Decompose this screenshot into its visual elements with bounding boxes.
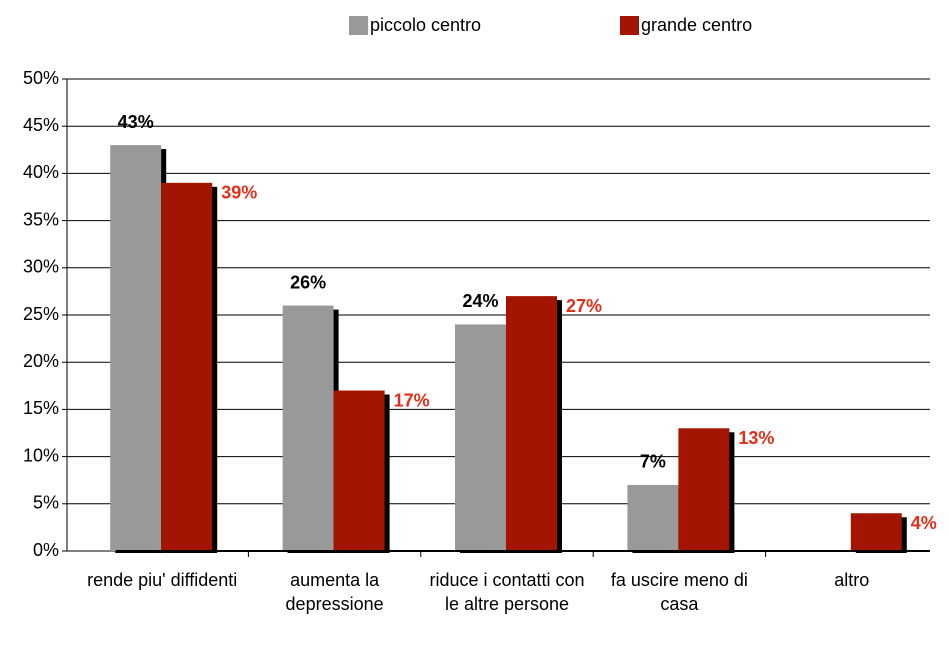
bar: [161, 182, 213, 551]
y-tick-label: 10%: [23, 445, 59, 465]
y-tick-label: 25%: [23, 304, 59, 324]
bar: [333, 390, 385, 551]
data-label: 17%: [394, 390, 430, 410]
y-tick-label: 5%: [33, 493, 59, 513]
data-label: 24%: [462, 291, 498, 311]
bar: [506, 296, 557, 551]
y-tick-label: 15%: [23, 398, 59, 418]
y-tick-label: 35%: [23, 209, 59, 229]
x-tick-label: rende piu' diffidenti: [87, 570, 238, 590]
x-tick-label: altro: [834, 570, 870, 590]
bar: [627, 484, 679, 551]
bar: [678, 428, 730, 551]
bar: [282, 305, 334, 551]
legend-swatch: [349, 16, 368, 35]
bar: [110, 145, 162, 551]
data-label: 4%: [911, 513, 937, 533]
data-label: 43%: [118, 112, 154, 132]
x-tick-label: fa uscire meno di casa: [610, 570, 748, 614]
y-tick-label: 50%: [23, 68, 59, 88]
x-tick-label: riduce i contatti con le altre persone: [429, 570, 585, 614]
data-label: 7%: [640, 452, 666, 472]
data-label: 39%: [221, 183, 257, 203]
legend-swatch: [620, 16, 639, 35]
data-label: 27%: [566, 296, 602, 316]
y-tick-label: 30%: [23, 257, 59, 277]
bar: [850, 513, 902, 551]
legend-label: grande centro: [641, 15, 752, 35]
x-tick-label: aumenta la depressione: [285, 570, 384, 614]
data-label: 13%: [738, 428, 774, 448]
y-tick-label: 20%: [23, 351, 59, 371]
bar: [455, 324, 506, 551]
y-tick-label: 0%: [33, 540, 59, 560]
legend-label: piccolo centro: [370, 15, 481, 35]
y-tick-label: 40%: [23, 162, 59, 182]
data-label: 26%: [290, 272, 326, 292]
y-tick-label: 45%: [23, 115, 59, 135]
